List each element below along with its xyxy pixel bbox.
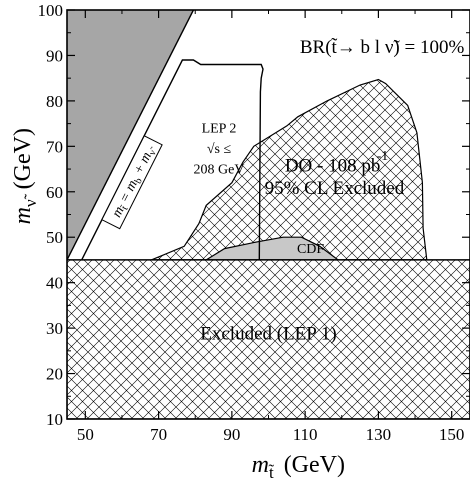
y-tick-label: 100 <box>38 1 64 20</box>
y-tick-label: 80 <box>46 92 63 111</box>
y-tick-label: 90 <box>46 46 63 65</box>
lep2-label-line3: 208 GeV <box>194 163 245 178</box>
y-axis-title-m: m <box>10 207 36 224</box>
y-tick-label: 70 <box>46 137 63 156</box>
lep2-label-line2: √s ≤ <box>207 142 232 157</box>
y-tick-label: 50 <box>46 228 63 247</box>
y-tick-label: 10 <box>46 410 63 429</box>
br-label: BR(t̃→ b l ν̃) = 100% <box>300 37 465 58</box>
region-d0-excluded <box>151 78 428 261</box>
region-lep1-excluded <box>67 259 470 419</box>
lep1-label: Excluded (LEP 1) <box>200 324 336 345</box>
y-tick-label: 40 <box>46 274 63 293</box>
cdf-label: CDF <box>297 242 324 257</box>
x-tick-label: 110 <box>293 425 318 444</box>
x-axis-title-unit: (GeV) <box>284 452 345 478</box>
x-tick-label: 150 <box>439 425 465 444</box>
y-tick-label: 60 <box>46 183 63 202</box>
kin-sub-stop: t̃ <box>118 203 131 212</box>
x-axis-title-sub: t̃ <box>269 463 275 482</box>
kinematic-label-box <box>101 135 163 230</box>
boundary-lines <box>67 10 470 261</box>
line-kinematic-limit <box>67 10 195 261</box>
x-tick-label: 90 <box>223 425 240 444</box>
region-cdf-excluded <box>204 236 340 261</box>
x-axis-title: mt̃ (GeV) <box>252 452 345 482</box>
y-tick-label: 20 <box>46 365 63 384</box>
d0-label-line1: DØ - 108 pb <box>285 155 381 176</box>
kin-sub-b: b <box>133 176 145 185</box>
y-tick-label: 30 <box>46 319 63 338</box>
x-axis-title-m: m <box>252 452 269 478</box>
x-tick-label: 70 <box>150 425 167 444</box>
d0-label-sup: -1 <box>377 149 389 164</box>
axis-ticks: 50 70 90 110 130 150 10 20 30 40 50 60 70 80 90 100 <box>38 1 470 444</box>
d0-label-line2: 95% CL Excluded <box>265 178 405 199</box>
x-tick-label: 130 <box>366 425 392 444</box>
y-axis-title: mν̃ (GeV) <box>10 128 40 224</box>
y-axis-title-sub: ν̃ <box>21 193 40 207</box>
lep2-label-line1: LEP 2 <box>202 122 237 137</box>
line-lep2-boundary <box>81 59 264 261</box>
x-tick-label: 50 <box>77 425 94 444</box>
y-axis-title-unit: (GeV) <box>10 128 36 189</box>
